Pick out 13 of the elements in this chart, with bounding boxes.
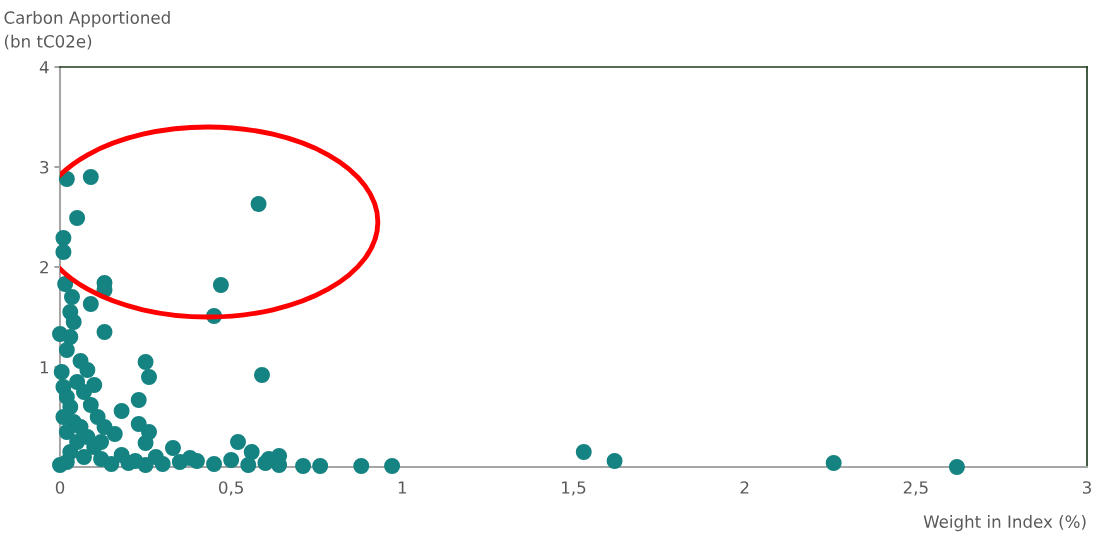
y-tick-label: 3	[40, 160, 49, 174]
x-tick-label: 2	[740, 481, 749, 494]
x-tick-label: 1,5	[562, 481, 586, 496]
x-tick-label: 3	[1082, 481, 1091, 494]
x-axis-title: Weight in Index (%)	[923, 515, 1086, 532]
y-tick-label: 4	[39, 61, 49, 74]
y-axis-title: Carbon Apportioned (bn tC02e)	[4, 11, 170, 50]
x-tick-label: 0,5	[219, 481, 243, 496]
x-tick-label: 0	[55, 481, 65, 494]
y-tick-label: 2	[40, 260, 48, 274]
y-tick-label: 1	[40, 361, 49, 374]
x-tick-label: 1	[398, 481, 407, 494]
x-tick-label: 2,5	[903, 481, 928, 496]
